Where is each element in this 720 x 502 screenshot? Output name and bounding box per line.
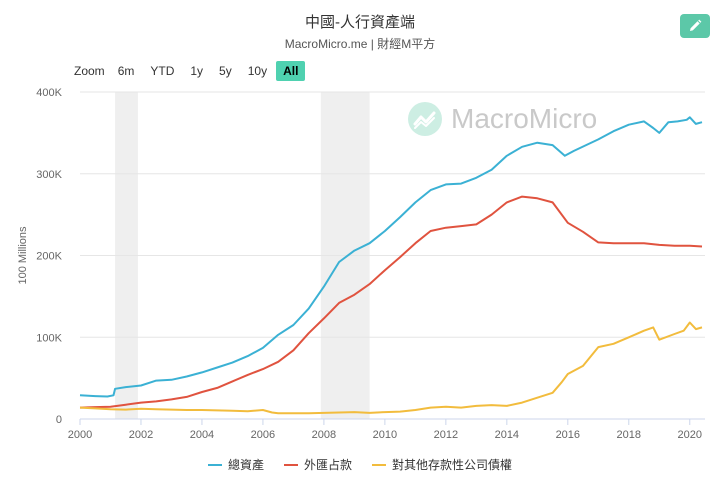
legend-label: 對其他存款性公司債權 xyxy=(392,458,513,472)
x-tick-label: 2000 xyxy=(68,429,92,441)
edit-button[interactable] xyxy=(680,14,710,38)
chart-title: 中國-人行資產端 xyxy=(305,14,415,31)
x-tick-label: 2008 xyxy=(312,429,336,441)
chart-subtitle: MacroMicro.me | 財經M平方 xyxy=(284,37,436,51)
x-tick-label: 2016 xyxy=(556,429,580,441)
zoom-1y-button[interactable]: 1y xyxy=(190,64,204,78)
legend-swatch xyxy=(283,463,298,466)
zoom-all-button[interactable]: All xyxy=(276,61,306,81)
watermark-text: MacroMicro xyxy=(451,103,598,134)
x-tick-label: 2020 xyxy=(678,429,702,441)
zoom-6m-button[interactable]: 6m xyxy=(117,64,135,78)
y-tick-label: 300K xyxy=(36,169,62,181)
y-axis-label: 100 Millions xyxy=(17,226,29,285)
legend-item-other[interactable]: 對其他存款性公司債權 xyxy=(372,456,512,473)
macromicro-logo-icon xyxy=(408,102,442,136)
x-tick-label: 2014 xyxy=(495,429,519,441)
legend-swatch xyxy=(207,463,222,466)
watermark: MacroMicro xyxy=(407,101,597,137)
zoom-bar: Zoom 6m YTD 1y 5y 10y All xyxy=(74,61,307,81)
legend-swatch xyxy=(372,463,386,466)
series-line-2 xyxy=(79,195,703,409)
legend: 總資產 外匯占款 對其他存款性公司債權 xyxy=(0,456,720,473)
series-line-3 xyxy=(79,321,703,415)
series-line-1 xyxy=(79,116,703,398)
x-tick-label: 2018 xyxy=(617,429,641,441)
x-tick-label: 2012 xyxy=(434,429,458,441)
legend-item-fx[interactable]: 外匯占款 xyxy=(283,456,352,473)
y-tick-label: 0 xyxy=(56,414,62,426)
y-tick-label: 400K xyxy=(36,87,62,99)
x-tick-label: 2010 xyxy=(373,429,397,441)
zoom-ytd-button[interactable]: YTD xyxy=(150,64,175,78)
x-tick-label: 2002 xyxy=(129,429,153,441)
legend-label: 總資產 xyxy=(227,458,264,472)
x-tick-label: 2006 xyxy=(251,429,275,441)
x-tick-label: 2004 xyxy=(190,429,214,441)
y-tick-label: 100K xyxy=(36,332,62,344)
y-tick-label: 200K xyxy=(36,251,62,263)
pencil-icon xyxy=(690,19,702,31)
zoom-label: Zoom xyxy=(74,64,105,78)
legend-item-total[interactable]: 總資產 xyxy=(207,456,264,473)
zoom-5y-button[interactable]: 5y xyxy=(219,64,232,78)
legend-label: 外匯占款 xyxy=(303,458,352,472)
zoom-10y-button[interactable]: 10y xyxy=(247,64,268,78)
